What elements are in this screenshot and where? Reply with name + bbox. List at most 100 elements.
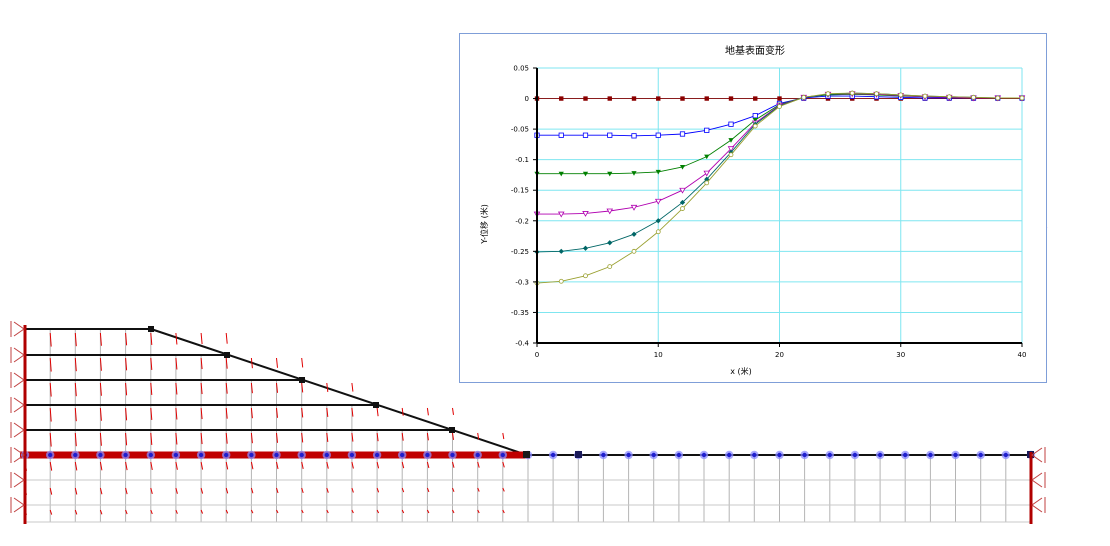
data-point xyxy=(583,96,588,101)
surface-node-core xyxy=(475,452,480,458)
data-point xyxy=(752,117,758,123)
data-point xyxy=(607,171,613,177)
surface-node-core xyxy=(777,452,782,458)
surface-node-core xyxy=(500,452,505,458)
data-point xyxy=(607,132,613,138)
x-tick-label: 30 xyxy=(896,351,905,359)
displacement-arrow xyxy=(401,461,405,469)
displacement-arrow xyxy=(401,432,404,441)
displacement-arrow xyxy=(452,432,454,440)
displacement-arrow xyxy=(502,509,505,514)
displacement-arrow xyxy=(452,509,455,514)
surface-node-core xyxy=(727,452,732,458)
data-point xyxy=(946,94,952,100)
displacement-arrow xyxy=(125,407,128,421)
displacement-arrow xyxy=(301,407,304,418)
data-point xyxy=(655,229,661,235)
series-layer xyxy=(533,90,1026,286)
displacement-arrow xyxy=(225,382,228,394)
series-5 xyxy=(534,90,1025,286)
x-tick-label: 20 xyxy=(775,351,784,359)
data-point xyxy=(631,248,637,254)
data-point xyxy=(1019,95,1025,101)
surface-node-core xyxy=(400,452,405,458)
displacement-arrow xyxy=(74,487,78,495)
data-point xyxy=(777,104,782,109)
data-point xyxy=(752,123,758,129)
y-tick-label: 0 xyxy=(525,95,529,103)
displacement-arrow xyxy=(250,487,254,494)
displacement-arrow xyxy=(452,461,455,468)
displacement-arrow xyxy=(49,332,52,347)
data-point xyxy=(727,146,735,153)
displacement-arrow xyxy=(376,509,380,514)
data-point xyxy=(898,92,904,98)
displacement-arrow xyxy=(225,407,228,419)
surface-node-core xyxy=(928,452,933,458)
displacement-arrow xyxy=(99,461,103,471)
displacement-arrow xyxy=(250,461,254,470)
displacement-arrow xyxy=(351,432,354,442)
data-point xyxy=(607,96,612,101)
displacement-arrow xyxy=(125,461,128,471)
x-axis-label: x (米) xyxy=(730,366,752,376)
displacement-arrow xyxy=(150,432,153,445)
data-point xyxy=(971,94,976,100)
displacement-arrow xyxy=(74,407,77,422)
surface-node-core xyxy=(324,452,329,458)
slope-toe-node xyxy=(523,451,530,458)
right-roller-support xyxy=(1031,497,1043,513)
displacement-arrow xyxy=(74,461,78,471)
displacement-arrow xyxy=(99,509,103,515)
surface-nodes xyxy=(20,450,1036,460)
data-point xyxy=(557,211,565,218)
y-tick-label: -0.15 xyxy=(511,187,529,195)
displacement-arrow xyxy=(125,487,128,495)
data-point xyxy=(559,96,564,101)
displacement-arrow xyxy=(276,382,278,393)
data-point xyxy=(655,218,661,224)
data-point xyxy=(752,113,758,119)
displacement-arrow xyxy=(326,487,329,493)
surface-node-core xyxy=(1003,452,1008,458)
displacement-arrow xyxy=(426,487,430,493)
x-tick-label: 0 xyxy=(535,351,539,359)
displacement-arrow xyxy=(175,357,178,370)
displacement-arrow xyxy=(49,509,53,515)
data-point xyxy=(704,180,710,186)
displacement-arrow xyxy=(301,487,304,493)
displacement-arrow xyxy=(502,487,505,492)
surface-node-core xyxy=(349,452,355,458)
displacement-arrow xyxy=(351,487,354,493)
left-roller-support xyxy=(13,472,25,488)
displacement-arrow xyxy=(351,407,354,417)
surface-node-core xyxy=(802,452,807,458)
surface-node-core xyxy=(73,452,78,458)
displacement-arrow xyxy=(351,382,354,392)
displacement-arrow xyxy=(74,509,78,515)
displacement-arrow xyxy=(99,332,102,346)
data-point xyxy=(849,90,855,96)
displacement-arrow xyxy=(125,357,128,371)
displacement-arrow xyxy=(99,382,102,396)
left-roller-support xyxy=(13,347,25,363)
surface-node-core xyxy=(827,452,832,458)
surface-node-core xyxy=(903,452,908,458)
displacement-arrow xyxy=(301,461,304,469)
displacement-arrow xyxy=(125,332,128,346)
data-point xyxy=(680,206,685,211)
data-point xyxy=(679,199,686,206)
settlement-chart-panel[interactable]: 地基表面变形 x (米) Y-位移 (米) 0 10 20 30 40 0.05 0 -0.0… xyxy=(459,33,1048,383)
chart-title: 地基表面变形 xyxy=(725,44,785,57)
displacement-arrow xyxy=(276,461,279,470)
data-point xyxy=(801,94,807,100)
data-point xyxy=(728,152,734,158)
displacement-arrow xyxy=(376,461,380,469)
displacement-arrow xyxy=(150,509,153,515)
x-tick-label: 40 xyxy=(1018,351,1027,359)
data-point xyxy=(655,132,661,138)
displacement-arrow xyxy=(175,382,178,395)
displacement-arrow xyxy=(326,407,329,418)
displacement-arrow xyxy=(426,509,430,514)
